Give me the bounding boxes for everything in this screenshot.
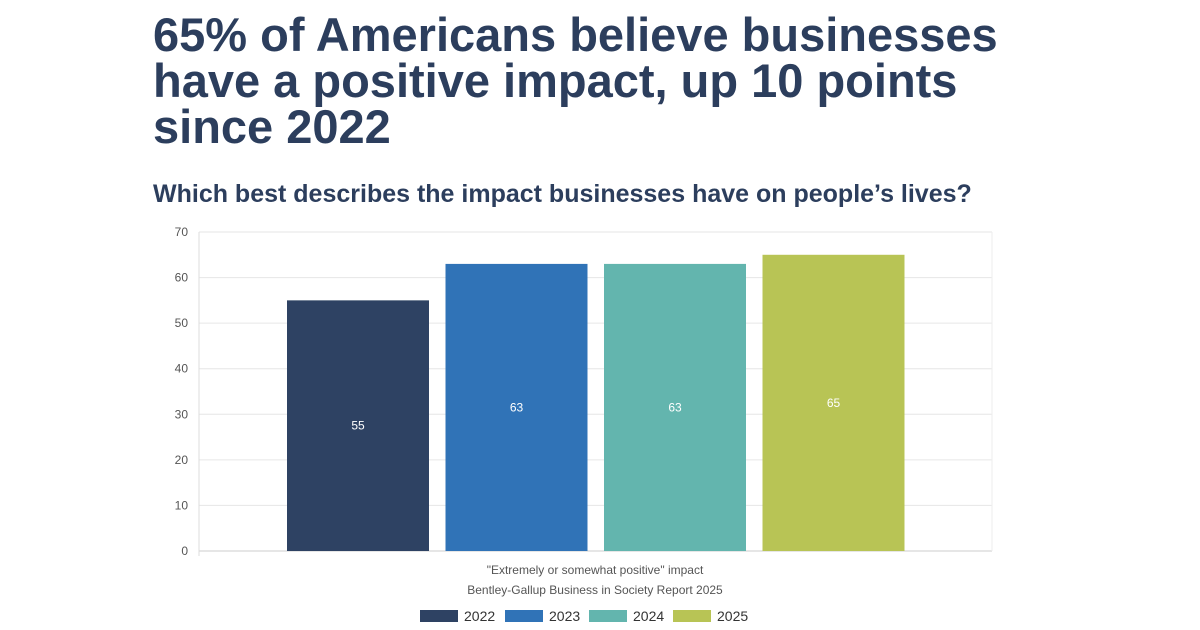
data-label: 63 [510,400,524,414]
data-label: 55 [351,419,365,433]
legend-label: 2023 [549,608,580,624]
legend-label: 2022 [464,608,495,624]
y-tick-label: 10 [175,498,189,512]
data-label: 65 [827,396,841,410]
y-tick-label: 30 [175,407,189,421]
y-tick-label: 60 [175,271,189,285]
legend-label: 2025 [717,608,748,624]
legend-label: 2024 [633,608,664,624]
y-tick-label: 0 [181,544,188,558]
legend-swatch-2022 [420,610,458,622]
bar-2025 [762,254,905,552]
y-tick-label: 40 [175,362,189,376]
bar-2023 [445,263,588,551]
x-category-label: "Extremely or somewhat positive" impact [487,563,704,577]
legend-swatch-2024 [589,610,627,622]
legend-swatch-2023 [505,610,543,622]
data-label: 63 [668,400,682,414]
y-tick-label: 70 [175,225,189,239]
bar-2024 [604,263,746,551]
y-tick-label: 50 [175,316,189,330]
x-axis-title: Bentley-Gallup Business in Society Repor… [467,583,723,597]
page-title: 65% of Americans believe businesses have… [153,8,998,153]
legend-swatch-2025 [673,610,711,622]
y-tick-label: 20 [175,453,189,467]
bar-2022 [287,300,429,551]
chart-subtitle: Which best describes the impact business… [153,180,972,208]
